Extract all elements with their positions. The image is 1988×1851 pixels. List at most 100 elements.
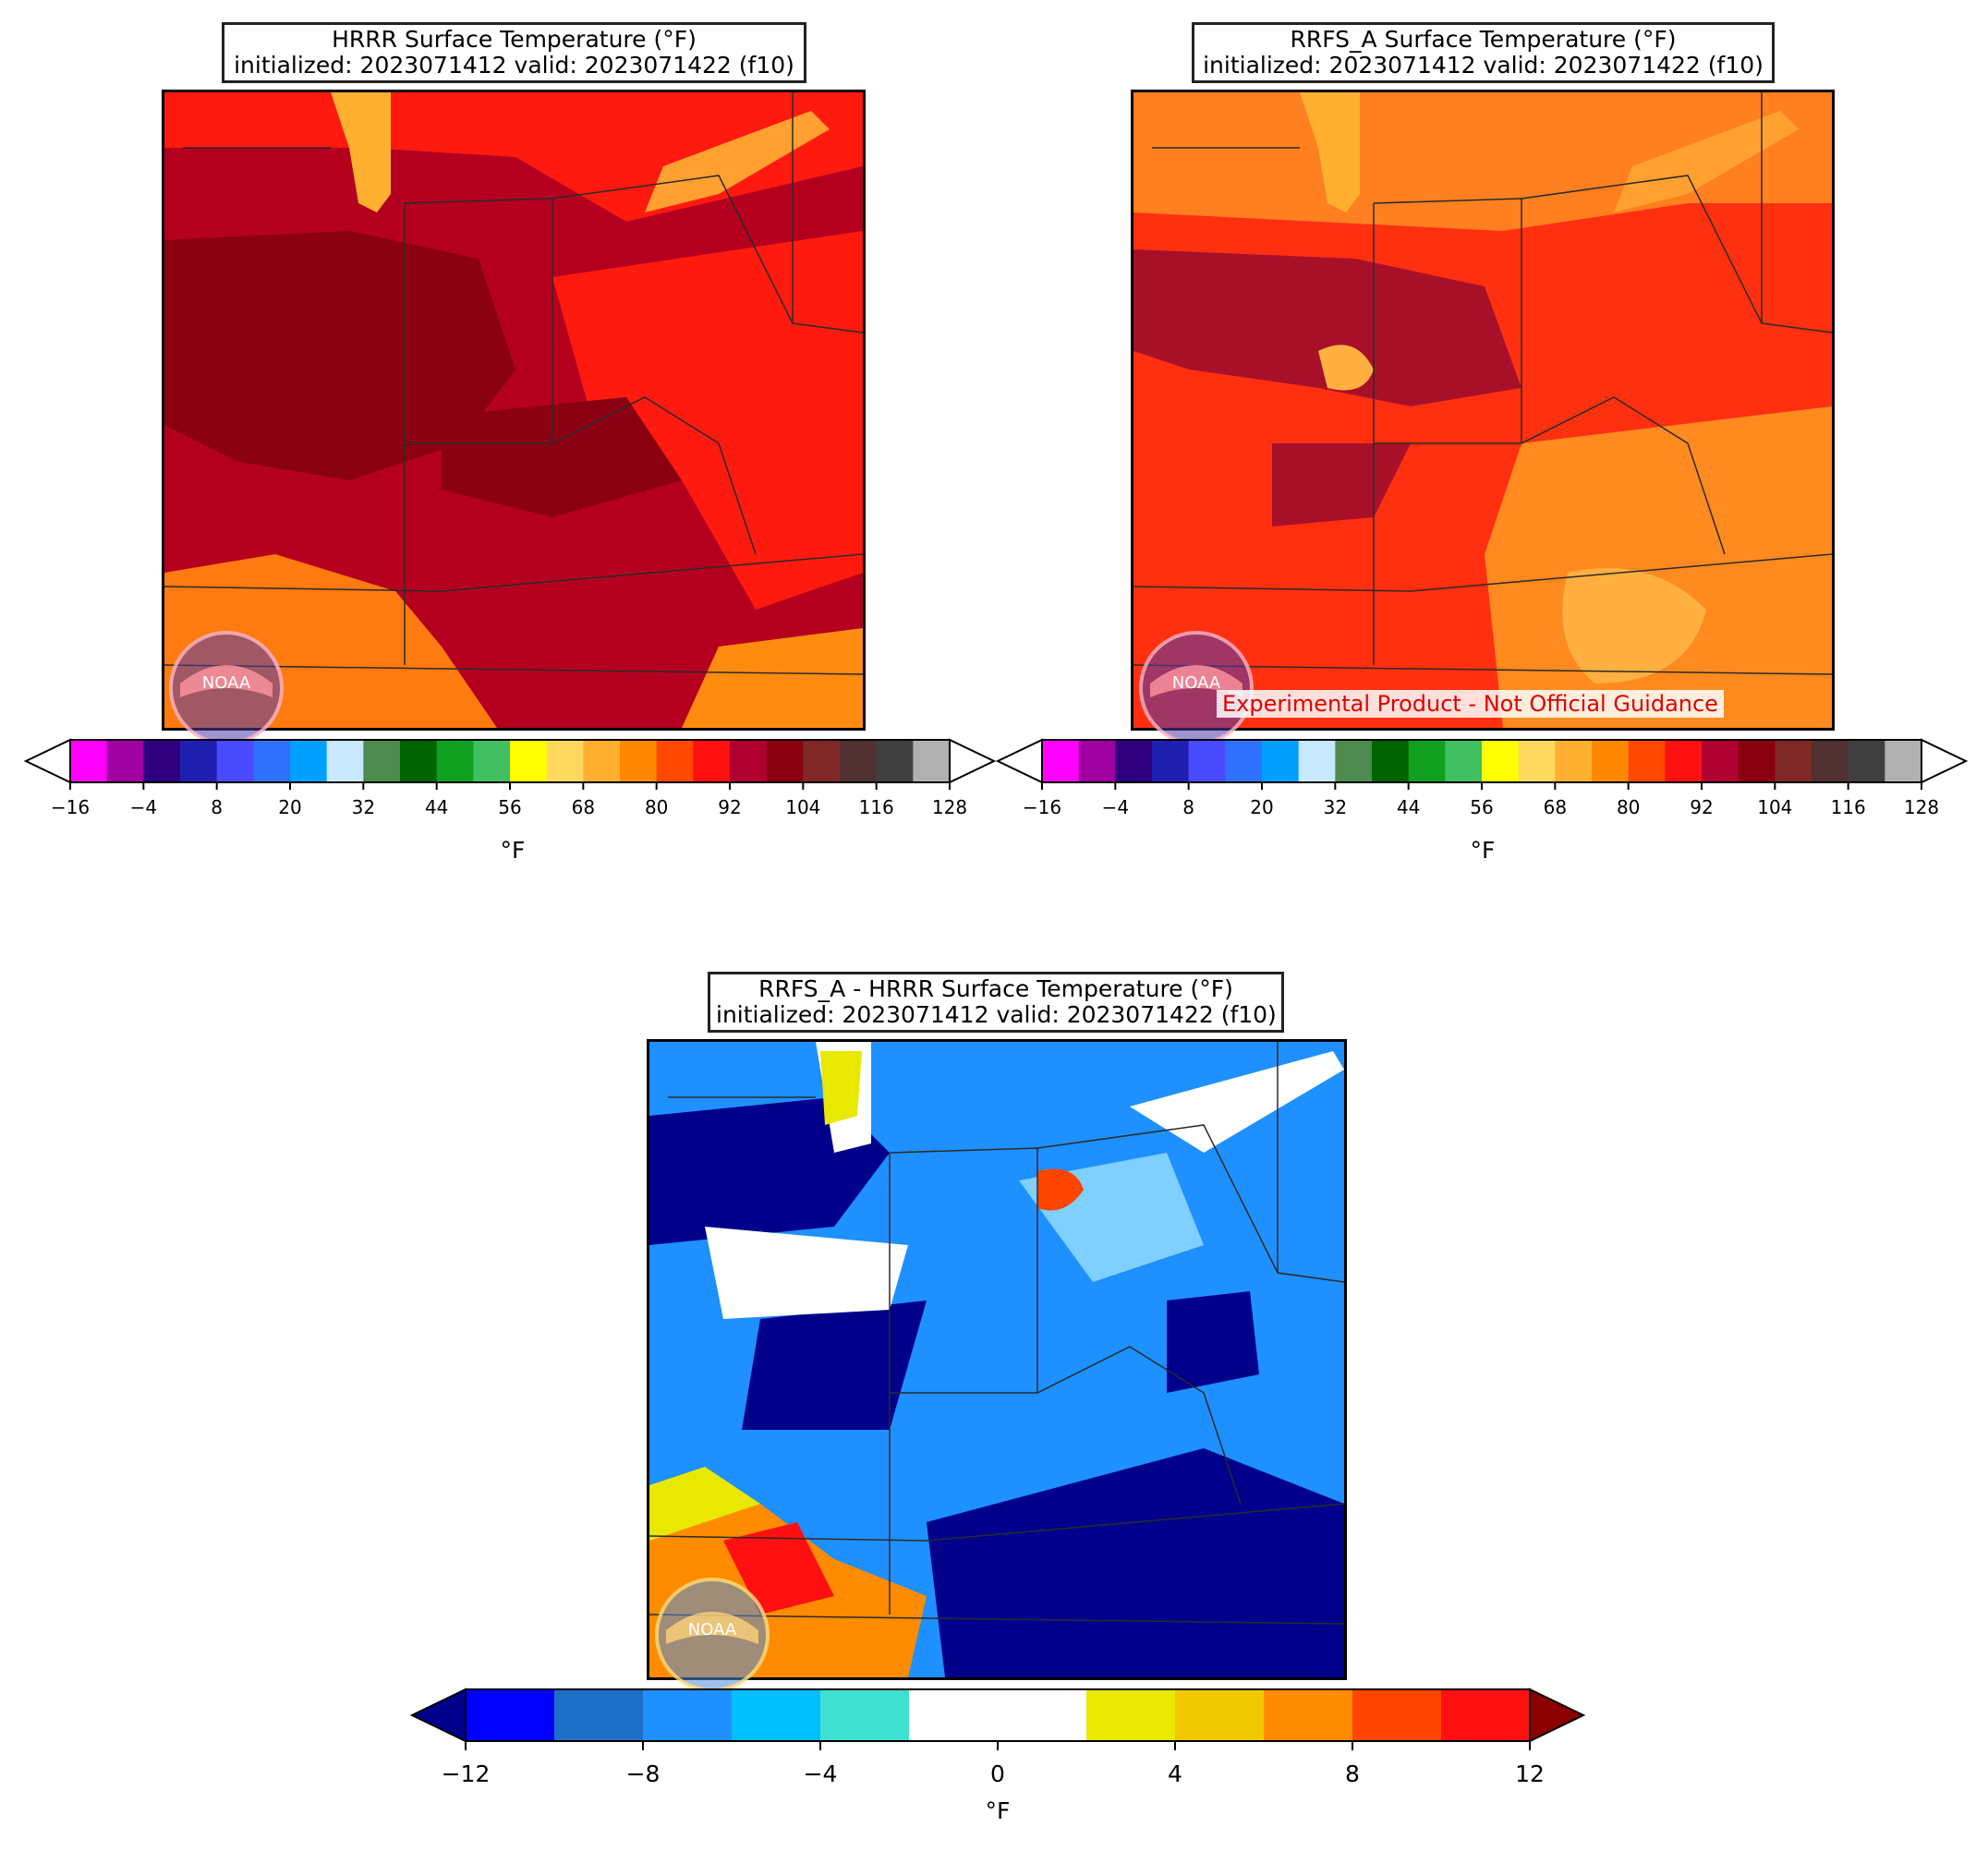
rrfs-colorbar-over — [1921, 738, 1969, 784]
rrfs-colorbar-tick-label: 80 — [1617, 796, 1640, 818]
rrfs-colorbar-cell — [1335, 740, 1373, 782]
hrrr-colorbar-tick-label: 32 — [352, 796, 375, 818]
rrfs-colorbar-tick-label: −4 — [1102, 796, 1129, 818]
hrrr-colorbar-tick-label: −4 — [130, 796, 157, 818]
diff-map — [647, 1039, 1347, 1680]
rrfs-colorbar-cell — [1628, 740, 1666, 782]
rrfs-colorbar-tick-label: −16 — [1023, 796, 1061, 818]
rrfs-colorbar-tick-label: 44 — [1397, 796, 1420, 818]
hrrr-colorbar-cell — [180, 740, 218, 782]
hrrr-colorbar-cell — [620, 740, 658, 782]
rrfs-colorbar-cell — [1555, 740, 1593, 782]
hrrr-colorbar-cell — [290, 740, 328, 782]
hrrr-colorbar-tick-label: −16 — [51, 796, 90, 818]
hrrr-colorbar-tick-label: 116 — [859, 796, 894, 818]
rrfs-colorbar-under — [995, 738, 1043, 784]
rrfs-watermark: Experimental Product - Not Official Guid… — [1217, 690, 1724, 718]
hrrr-colorbar-cell — [876, 740, 914, 782]
hrrr-colorbar-cell — [913, 740, 951, 782]
hrrr-colorbar-under — [23, 738, 71, 784]
hrrr-colorbar-cell — [583, 740, 621, 782]
hrrr-colorbar-cell — [363, 740, 401, 782]
diff-colorbar-under — [409, 1688, 467, 1743]
hrrr-logo-text: NOAA — [202, 673, 251, 693]
hrrr-colorbar-cell — [546, 740, 584, 782]
diff-colorbar-cell — [554, 1689, 644, 1741]
rrfs-colorbar-cell — [1848, 740, 1885, 782]
hrrr-colorbar: −16 −4 8 20 32 44 56 68 80 92 104 116 128 — [23, 736, 998, 832]
rrfs-title: RRFS_A Surface Temperature (°F) initiali… — [1192, 22, 1775, 83]
hrrr-title-line2: initialized: 2023071412 valid: 202307142… — [234, 52, 794, 79]
rrfs-colorbar-cell — [1445, 740, 1483, 782]
rrfs-colorbar-cell — [1042, 740, 1080, 782]
hrrr-colorbar-cell — [840, 740, 878, 782]
hrrr-colorbar-tick-label: 56 — [498, 796, 521, 818]
diff-colorbar-cell — [732, 1689, 821, 1741]
diff-logo-text: NOAA — [688, 1620, 737, 1639]
hrrr-colorbar-tick-label: 44 — [425, 796, 448, 818]
rrfs-colorbar-cell — [1298, 740, 1336, 782]
rrfs-colorbar-cell — [1262, 740, 1300, 782]
rrfs-colorbar-cell — [1482, 740, 1520, 782]
diff-colorbar: −12 −8 −4 0 4 8 12 — [409, 1686, 1586, 1791]
hrrr-colorbar-cell — [400, 740, 438, 782]
hrrr-map — [162, 90, 866, 731]
hrrr-colorbar-cell — [143, 740, 181, 782]
diff-title: RRFS_A - HRRR Surface Temperature (°F) i… — [708, 972, 1284, 1033]
rrfs-colorbar-cell — [1152, 740, 1190, 782]
hrrr-colorbar-tick-label: 20 — [278, 796, 301, 818]
rrfs-colorbar-cell — [1885, 740, 1922, 782]
rrfs-colorbar-cell — [1702, 740, 1740, 782]
rrfs-colorbar-tick-label: 68 — [1544, 796, 1567, 818]
rrfs-colorbar-tick-label: 56 — [1470, 796, 1493, 818]
hrrr-colorbar-tick-label: 128 — [932, 796, 967, 818]
diff-colorbar-tick-label: 4 — [1168, 1760, 1182, 1787]
hrrr-colorbar-tick-label: 8 — [211, 796, 223, 818]
diff-colorbar-cell — [1441, 1689, 1531, 1741]
rrfs-colorbar-cell — [1225, 740, 1263, 782]
rrfs-title-line2: initialized: 2023071412 valid: 202307142… — [1203, 52, 1764, 79]
rrfs-colorbar-cell — [1188, 740, 1226, 782]
diff-colorbar-cell — [1352, 1689, 1442, 1741]
hrrr-colorbar-cell — [436, 740, 474, 782]
rrfs-colorbar-cell — [1812, 740, 1849, 782]
diff-colorbar-unit: °F — [985, 1797, 1011, 1824]
hrrr-colorbar-cell — [253, 740, 291, 782]
hrrr-colorbar-cell — [693, 740, 731, 782]
diff-colorbar-cell — [909, 1689, 999, 1741]
diff-colorbar-tick-label: −4 — [804, 1760, 838, 1787]
hrrr-colorbar-unit: °F — [500, 837, 526, 864]
hrrr-colorbar-tick-label: 104 — [785, 796, 820, 818]
rrfs-colorbar-tick-label: 116 — [1831, 796, 1866, 818]
rrfs-colorbar-cell — [1078, 740, 1116, 782]
hrrr-colorbar-over — [949, 738, 997, 784]
hrrr-colorbar-cell — [216, 740, 254, 782]
diff-colorbar-cell — [820, 1689, 910, 1741]
rrfs-logo-text: NOAA — [1172, 673, 1221, 693]
rrfs-colorbar-tick-label: 32 — [1324, 796, 1347, 818]
rrfs-colorbar-tick-label: 20 — [1250, 796, 1273, 818]
hrrr-noaa-logo: NOAA — [166, 628, 286, 752]
rrfs-colorbar-cell — [1592, 740, 1630, 782]
rrfs-colorbar-cell — [1738, 740, 1776, 782]
diff-colorbar-tick-label: −12 — [442, 1760, 491, 1787]
hrrr-colorbar-cell — [730, 740, 768, 782]
hrrr-colorbar-cell — [803, 740, 841, 782]
hrrr-colorbar-tick-label: 80 — [645, 796, 668, 818]
rrfs-colorbar-unit: °F — [1470, 837, 1496, 864]
diff-noaa-logo: NOAA — [652, 1575, 772, 1699]
rrfs-colorbar-cell — [1372, 740, 1410, 782]
hrrr-colorbar-tick-label: 92 — [718, 796, 741, 818]
diff-colorbar-cell — [466, 1689, 555, 1741]
hrrr-colorbar-cell — [473, 740, 511, 782]
rrfs-title-line1: RRFS_A Surface Temperature (°F) — [1290, 26, 1677, 53]
rrfs-colorbar-cell — [1775, 740, 1812, 782]
rrfs-colorbar: −16 −4 8 20 32 44 56 68 80 92 104 116 128 — [995, 736, 1970, 832]
hrrr-colorbar-cell — [326, 740, 364, 782]
diff-colorbar-tick-label: 0 — [990, 1760, 1005, 1787]
diff-title-line2: initialized: 2023071412 valid: 202307142… — [716, 1001, 1277, 1028]
rrfs-colorbar-tick-label: 128 — [1904, 796, 1939, 818]
hrrr-colorbar-cell — [766, 740, 804, 782]
diff-colorbar-tick-label: −8 — [626, 1760, 661, 1787]
diff-colorbar-tick-label: 12 — [1515, 1760, 1545, 1787]
